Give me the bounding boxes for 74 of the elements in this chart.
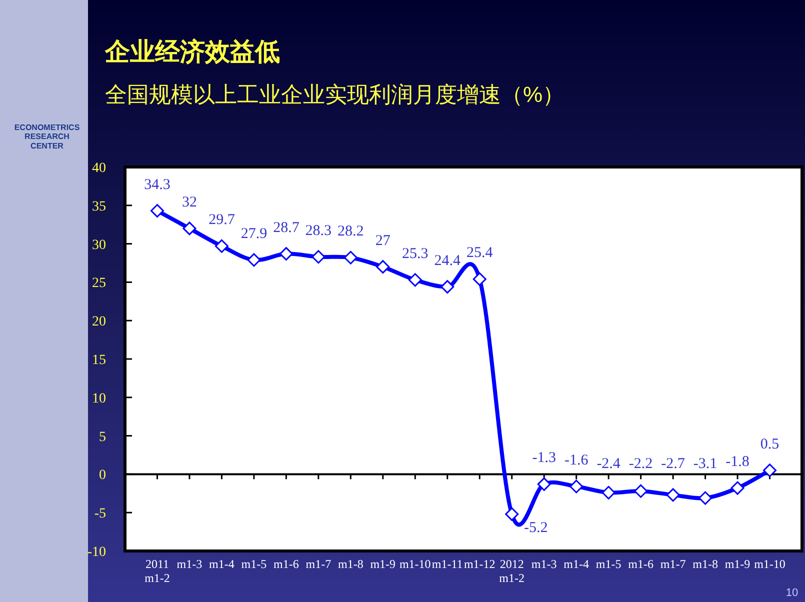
- data-label: -1.6: [564, 452, 589, 468]
- text: 10: [786, 587, 798, 599]
- point: [247, 253, 261, 267]
- data-label: 27: [375, 232, 391, 249]
- data-label: -1.3: [532, 450, 556, 466]
- x-tick-label: m1-12: [464, 557, 496, 571]
- x-tick-label: m1-9: [724, 557, 750, 571]
- x-tick-label: m1-9: [370, 557, 396, 571]
- y-tick-label: 10: [92, 391, 106, 406]
- chart-subtitle: 全国规模以上工业企业实现利润月度增速（%）: [105, 82, 565, 107]
- y-tick-label: 25: [92, 276, 106, 292]
- point: [440, 280, 454, 294]
- x-tick-label: m1-7: [660, 557, 686, 571]
- x-tick-label: m1-4: [564, 557, 590, 571]
- data-label: 27.9: [240, 226, 268, 242]
- data-label: 25.4: [466, 245, 494, 262]
- point: [570, 480, 584, 494]
- x-tick-label: m1-4: [209, 557, 234, 571]
- data-label: -5.2: [524, 520, 548, 536]
- y-tick-label: 20: [92, 314, 106, 330]
- data-label: 28.2: [338, 224, 364, 240]
- data-label: -1.8: [726, 454, 750, 470]
- x-tick-label: 2011 m1-2: [144, 557, 170, 585]
- x-tick-label: m1-11: [432, 557, 463, 571]
- x-tick-label: m1-6: [274, 557, 299, 571]
- x-tick-label: m1-7: [306, 557, 332, 571]
- data-label: 28.7: [273, 220, 300, 236]
- x-tick-label: m1-8: [338, 557, 364, 571]
- data-label: 29.7: [208, 212, 236, 228]
- point: [602, 486, 616, 500]
- point: [408, 273, 422, 287]
- x-tick-label: 2012 m1-2: [499, 557, 525, 585]
- data-label: 25.3: [402, 246, 428, 262]
- point: [505, 507, 519, 521]
- data-label: 34.3: [144, 176, 170, 193]
- point: [344, 250, 358, 264]
- data-label: -2.4: [596, 456, 621, 472]
- point: [698, 491, 712, 505]
- data-label: -3.1: [693, 456, 718, 472]
- point: [666, 488, 680, 502]
- x-tick-label: m1-3: [176, 557, 202, 571]
- y-tick-label: 30: [92, 238, 106, 253]
- y-tick-label: 5: [99, 430, 106, 445]
- y-tick-label: -5: [94, 506, 106, 522]
- data-label: 24.4: [434, 252, 462, 269]
- point: [634, 484, 648, 498]
- y-tick-label: 40: [92, 161, 106, 176]
- point: [312, 250, 326, 264]
- text: ECONOMETRICS RESEARCH CENTER: [14, 123, 80, 150]
- x-tick-label: m1-3: [531, 557, 557, 571]
- point: [472, 272, 486, 286]
- point: [763, 464, 777, 478]
- x-tick-label: m1-8: [692, 557, 718, 571]
- point: [376, 260, 390, 274]
- data-label: -2.2: [628, 456, 653, 472]
- data-label: 28.3: [305, 222, 332, 239]
- x-tick-label: m1-10: [399, 557, 431, 571]
- y-tick-label: 15: [92, 353, 106, 368]
- x-tick-label: m1-5: [596, 557, 622, 571]
- point: [537, 477, 551, 491]
- data-label: 0.5: [760, 436, 780, 452]
- y-tick-label: 35: [92, 199, 106, 214]
- data-label: 32: [182, 194, 197, 210]
- point: [182, 222, 196, 236]
- x-tick-label: m1-5: [241, 557, 267, 571]
- point: [150, 204, 164, 218]
- chart-title: 企业经济效益低: [104, 38, 280, 66]
- point: [730, 481, 744, 495]
- data-label: -2.7: [661, 456, 686, 472]
- x-tick-label: m1-10: [754, 557, 786, 571]
- point: [279, 247, 293, 261]
- x-tick-label: m1-6: [628, 557, 654, 571]
- point: [214, 239, 228, 253]
- y-tick-label: 0: [99, 468, 106, 484]
